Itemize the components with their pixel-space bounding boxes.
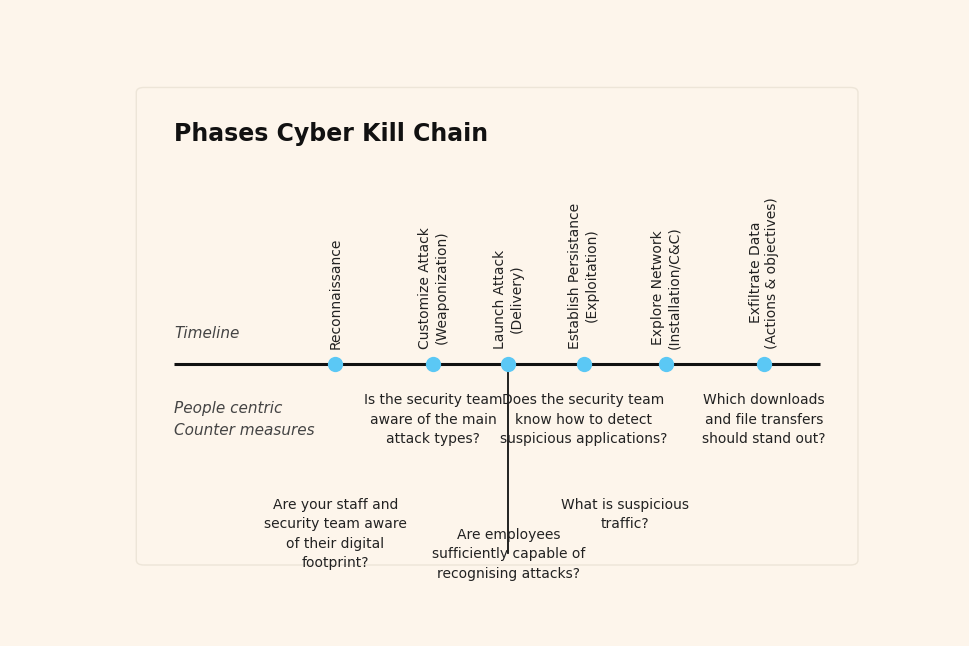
Text: Are your staff and
security team aware
of their digital
footprint?: Are your staff and security team aware o…: [264, 498, 407, 570]
FancyBboxPatch shape: [136, 87, 857, 565]
Text: Explore Network
(Installation/C&C): Explore Network (Installation/C&C): [650, 226, 681, 349]
Text: Establish Persistance
(Exploitation): Establish Persistance (Exploitation): [568, 202, 598, 349]
Text: Launch Attack
(Delivery): Launch Attack (Delivery): [492, 249, 523, 349]
Text: Customize Attack
(Weaponization): Customize Attack (Weaponization): [418, 227, 448, 349]
Text: People centric
Counter measures: People centric Counter measures: [173, 401, 314, 438]
Text: Phases Cyber Kill Chain: Phases Cyber Kill Chain: [173, 122, 487, 146]
Text: Reconnaissance: Reconnaissance: [328, 237, 342, 349]
Text: Timeline: Timeline: [173, 326, 239, 341]
Text: Are employees
sufficiently capable of
recognising attacks?: Are employees sufficiently capable of re…: [431, 528, 584, 581]
Text: Exfiltrate Data
(Actions & objectives): Exfiltrate Data (Actions & objectives): [748, 197, 778, 349]
Text: Is the security team
aware of the main
attack types?: Is the security team aware of the main a…: [363, 393, 502, 446]
Text: Which downloads
and file transfers
should stand out?: Which downloads and file transfers shoul…: [702, 393, 825, 446]
Text: Does the security team
know how to detect
suspicious applications?: Does the security team know how to detec…: [499, 393, 667, 446]
Text: What is suspicious
traffic?: What is suspicious traffic?: [560, 498, 688, 532]
